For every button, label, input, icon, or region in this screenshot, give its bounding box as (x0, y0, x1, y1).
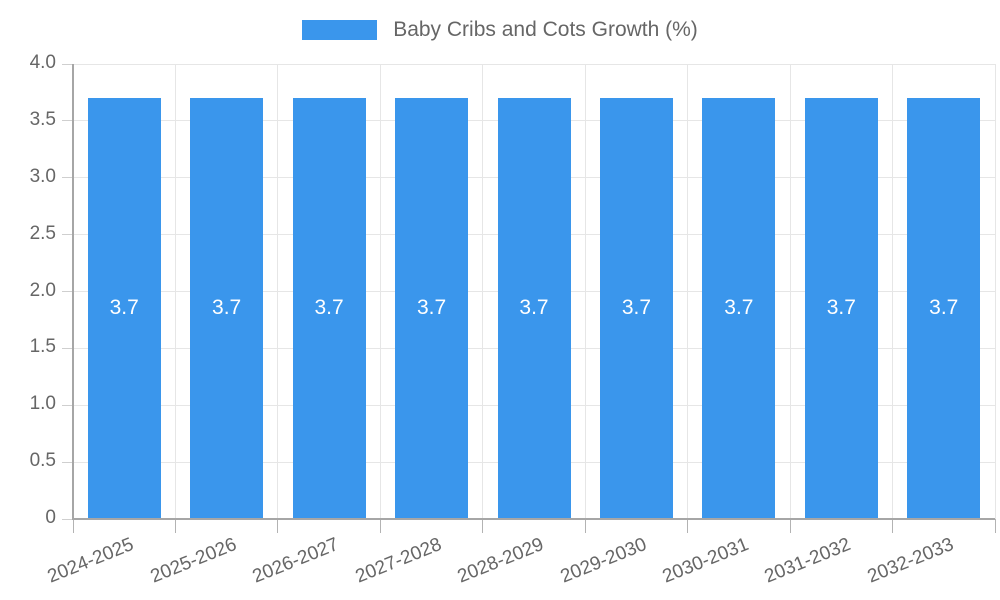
x-tick-label: 2027-2028 (352, 534, 445, 588)
x-tick-mark (277, 519, 279, 533)
v-gridline (379, 64, 381, 519)
x-tick-label: 2028-2029 (454, 534, 547, 588)
bar (702, 98, 776, 518)
legend-swatch[interactable] (302, 20, 378, 40)
bar (907, 98, 981, 518)
y-tick-mark (62, 291, 73, 292)
y-tick-label: 0.5 (29, 450, 56, 472)
v-gridline (174, 64, 176, 519)
x-tick-mark (994, 519, 996, 533)
y-tick-mark (62, 120, 73, 122)
h-gridline (73, 63, 995, 65)
y-tick-label: 1.0 (29, 393, 56, 415)
bar-value-label: 3.7 (826, 295, 856, 319)
y-tick-mark (62, 63, 73, 65)
x-tick-mark (72, 519, 74, 533)
x-tick-label: 2024-2025 (44, 534, 138, 588)
y-tick-label: 4.0 (29, 52, 56, 73)
bar (292, 98, 366, 518)
x-tick-mark (584, 519, 586, 533)
y-tick-mark (62, 518, 73, 520)
x-tick-mark (892, 519, 894, 533)
v-gridline (584, 64, 586, 519)
y-tick-label: 3.5 (29, 108, 56, 130)
x-tick-label: 2026-2027 (249, 534, 342, 588)
v-gridline (687, 64, 689, 519)
x-tick-label: 2032-2033 (864, 534, 957, 588)
y-tick-label: 0 (45, 507, 56, 528)
bar (497, 98, 571, 518)
v-gridline (482, 64, 484, 519)
x-tick-label: 2029-2030 (557, 534, 650, 588)
x-tick-mark (687, 519, 689, 533)
y-tick-label: 2.5 (29, 222, 56, 244)
bar-value-label: 3.7 (621, 295, 652, 319)
chart-legend[interactable]: Baby Cribs and Cots Growth (%) (0, 18, 1000, 42)
y-axis-line (72, 64, 74, 520)
bar-value-label: 3.7 (929, 295, 959, 319)
y-tick-label: 3.0 (29, 165, 56, 187)
x-tick-label: 2031-2032 (762, 534, 855, 588)
bar (87, 98, 161, 518)
bar-value-label: 3.7 (519, 295, 549, 319)
bar-value-label: 3.7 (416, 295, 447, 319)
x-tick-mark (174, 519, 176, 533)
v-gridline (277, 64, 279, 519)
bar-value-label: 3.7 (724, 295, 754, 319)
bar-value-label: 3.7 (314, 295, 344, 319)
y-tick-mark (62, 234, 73, 236)
legend-label[interactable]: Baby Cribs and Cots Growth (%) (393, 18, 698, 41)
bar (395, 98, 469, 518)
bar-value-label: 3.7 (109, 295, 139, 319)
x-tick-mark (379, 519, 381, 533)
v-gridline (892, 64, 894, 519)
y-tick-mark (62, 461, 73, 463)
x-tick-label: 2025-2026 (147, 534, 240, 588)
bar (190, 98, 264, 518)
y-tick-mark (62, 177, 73, 179)
y-tick-label: 1.5 (29, 336, 56, 358)
v-gridline (994, 64, 996, 519)
x-tick-mark (482, 519, 484, 533)
bar (804, 98, 878, 518)
bar (599, 98, 673, 518)
x-axis-line (72, 518, 995, 520)
x-tick-mark (789, 519, 791, 533)
y-tick-mark (62, 347, 73, 349)
x-tick-label: 2030-2031 (659, 534, 752, 588)
bar-value-label: 3.7 (212, 295, 242, 319)
y-tick-label: 2.0 (29, 279, 56, 301)
v-gridline (789, 64, 791, 519)
y-tick-mark (62, 404, 73, 406)
